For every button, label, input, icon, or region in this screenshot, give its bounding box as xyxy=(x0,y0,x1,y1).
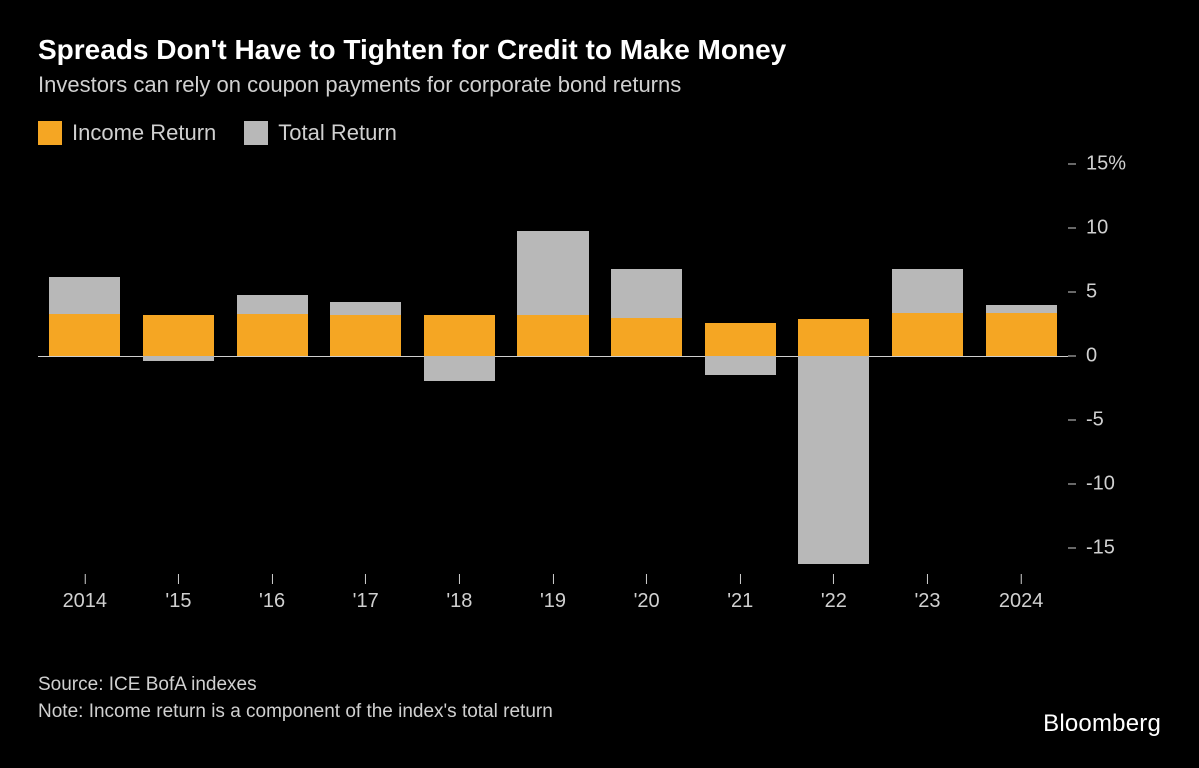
y-tick-label: 0 xyxy=(1086,345,1097,368)
x-tick: 2014 xyxy=(63,574,108,613)
x-tick-label: '17 xyxy=(353,590,379,613)
bar-income xyxy=(330,315,401,356)
bar-income xyxy=(705,323,776,356)
y-tick-label: -10 xyxy=(1086,473,1115,496)
chart-title: Spreads Don't Have to Tighten for Credit… xyxy=(38,34,1161,66)
x-tick-label: '19 xyxy=(540,590,566,613)
footer-source: Source: ICE BofA indexes xyxy=(38,672,1161,699)
x-tick: '22 xyxy=(821,574,847,613)
y-axis: 15%1050-5-10-15 xyxy=(1068,164,1138,574)
y-tick-label: -5 xyxy=(1086,409,1104,432)
bar-income xyxy=(49,314,120,356)
y-tick: 5 xyxy=(1068,281,1138,304)
y-tick: 0 xyxy=(1068,345,1138,368)
y-tick: -5 xyxy=(1068,409,1138,432)
legend-label-income: Income Return xyxy=(72,120,216,146)
x-tick-label: '22 xyxy=(821,590,847,613)
x-axis: 2014 '15 '16 '17 '18 '19 '20 '21 '22 '23 2024 xyxy=(38,574,1068,634)
legend-item-total: Total Return xyxy=(244,120,397,146)
legend-swatch-income xyxy=(38,121,62,145)
chart-footer: Source: ICE BofA indexes Note: Income re… xyxy=(38,672,1161,725)
legend-swatch-total xyxy=(244,121,268,145)
x-tick: '18 xyxy=(446,574,472,613)
x-tick: '23 xyxy=(914,574,940,613)
x-tick: '20 xyxy=(634,574,660,613)
x-tick-label: '18 xyxy=(446,590,472,613)
x-tick-label: 2024 xyxy=(999,590,1044,613)
bar-total xyxy=(143,356,214,361)
bar-income xyxy=(237,314,308,356)
bar-income xyxy=(798,319,869,356)
y-tick-label: 5 xyxy=(1086,281,1097,304)
x-tick-label: '15 xyxy=(165,590,191,613)
x-tick: '17 xyxy=(353,574,379,613)
y-tick: -10 xyxy=(1068,473,1138,496)
bar-income xyxy=(424,315,495,356)
x-tick-label: '16 xyxy=(259,590,285,613)
x-tick-label: '23 xyxy=(914,590,940,613)
footer-note: Note: Income return is a component of th… xyxy=(38,699,1161,726)
x-tick-label: '21 xyxy=(727,590,753,613)
bar-income xyxy=(892,313,963,357)
chart: 15%1050-5-10-15 2014'15'16'17'18'19'20'2… xyxy=(38,164,1138,604)
x-tick: '21 xyxy=(727,574,753,613)
bar-total xyxy=(798,356,869,564)
y-tick-label: -15 xyxy=(1086,537,1115,560)
plot-area xyxy=(38,164,1068,574)
bar-total xyxy=(705,356,776,375)
legend-item-income: Income Return xyxy=(38,120,216,146)
y-tick: -15 xyxy=(1068,537,1138,560)
x-tick: 2024 xyxy=(999,574,1044,613)
y-tick: 10 xyxy=(1068,217,1138,240)
x-tick: '15 xyxy=(165,574,191,613)
legend: Income Return Total Return xyxy=(38,120,1161,146)
chart-subtitle: Investors can rely on coupon payments fo… xyxy=(38,72,1161,98)
y-tick-label: 15% xyxy=(1086,153,1126,176)
y-tick-label: 10 xyxy=(1086,217,1108,240)
bar-income xyxy=(143,315,214,356)
bar-income xyxy=(611,318,682,356)
x-tick-label: '20 xyxy=(634,590,660,613)
x-tick: '16 xyxy=(259,574,285,613)
brand-label: Bloomberg xyxy=(1043,710,1161,738)
legend-label-total: Total Return xyxy=(278,120,397,146)
x-tick-label: 2014 xyxy=(63,590,108,613)
bar-income xyxy=(986,313,1057,357)
bar-income xyxy=(517,315,588,356)
y-tick: 15% xyxy=(1068,153,1138,176)
bar-total xyxy=(424,356,495,380)
x-tick: '19 xyxy=(540,574,566,613)
